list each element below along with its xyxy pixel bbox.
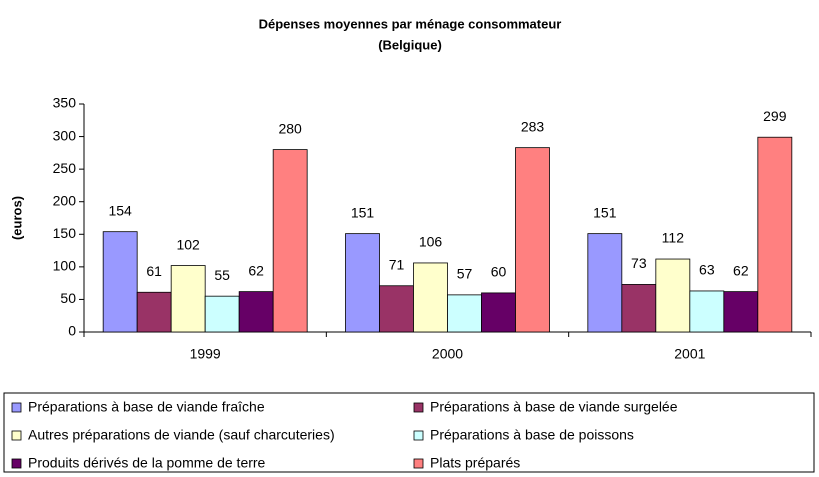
bar	[515, 147, 550, 333]
value-label: 112	[662, 230, 685, 246]
legend-swatch	[11, 458, 22, 469]
legend-swatch	[11, 402, 22, 413]
value-label: 280	[278, 120, 302, 136]
bar	[621, 284, 657, 333]
chart-subtitle: (Belgique)	[378, 37, 442, 52]
value-label: 61	[146, 263, 162, 279]
bar	[757, 136, 793, 333]
legend-label: Préparations à base de viande fraîche	[28, 399, 265, 415]
chart-title: Dépenses moyennes par ménage consommateu…	[259, 16, 562, 31]
bar	[272, 149, 308, 333]
legend-swatch	[413, 430, 424, 441]
bar	[481, 292, 516, 333]
bar	[587, 233, 623, 333]
y-tick-label: 50	[60, 290, 76, 306]
legend-label: Préparations à base de viande surgelée	[430, 399, 678, 415]
value-label: 102	[176, 236, 200, 252]
bar	[447, 294, 482, 333]
value-label: 62	[733, 262, 749, 278]
x-tick-label: 2000	[432, 346, 463, 362]
y-tick-label: 300	[53, 127, 77, 143]
value-label: 106	[419, 234, 443, 250]
bar	[689, 290, 725, 333]
value-label: 151	[351, 204, 375, 220]
x-tick-label: 2001	[674, 346, 705, 362]
legend-swatch	[413, 458, 424, 469]
legend-swatch	[11, 430, 22, 441]
value-label: 151	[593, 204, 617, 220]
y-tick-label: 250	[53, 160, 77, 176]
bar	[723, 291, 759, 333]
legend-swatch	[413, 402, 424, 413]
bar	[655, 258, 691, 333]
legend-label: Préparations à base de poissons	[430, 427, 634, 443]
y-tick-label: 350	[53, 95, 77, 111]
legend-label: Autres préparations de viande (sauf char…	[28, 427, 335, 443]
value-label: 73	[631, 255, 647, 271]
bar	[170, 265, 206, 333]
bar	[413, 262, 448, 333]
x-tick-label: 1999	[190, 346, 221, 362]
bar	[136, 291, 172, 333]
value-label: 63	[699, 262, 715, 278]
value-label: 154	[108, 202, 132, 218]
bar	[345, 233, 380, 333]
value-label: 283	[521, 118, 545, 134]
legend-label: Plats préparés	[430, 455, 520, 471]
bar	[379, 285, 414, 333]
value-label: 57	[457, 266, 473, 282]
y-tick-label: 100	[53, 258, 77, 274]
value-label: 299	[763, 108, 787, 124]
bar	[102, 231, 138, 333]
y-tick-label: 0	[68, 323, 76, 339]
value-label: 71	[389, 256, 405, 272]
value-label: 60	[491, 264, 507, 280]
value-label: 55	[214, 267, 230, 283]
bar	[204, 295, 240, 333]
value-label: 62	[248, 262, 264, 278]
legend-box	[3, 392, 815, 473]
y-tick-label: 150	[53, 225, 77, 241]
legend-label: Produits dérivés de la pomme de terre	[28, 455, 266, 471]
bar	[238, 291, 274, 333]
y-axis-label: (euros)	[9, 196, 24, 240]
y-tick-label: 200	[53, 192, 77, 208]
